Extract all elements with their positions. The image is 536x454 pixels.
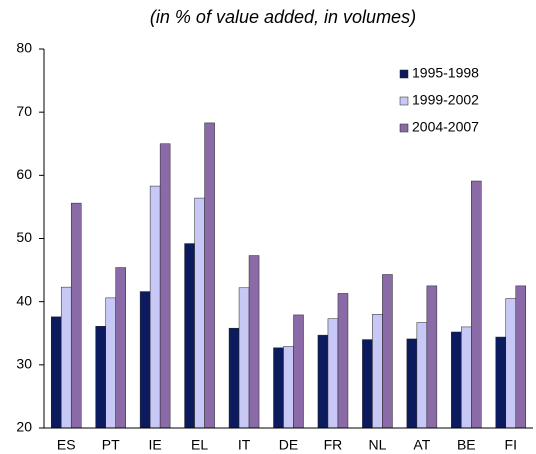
y-tick-label: 40 [16,292,32,308]
bar [505,298,517,429]
y-tick-label: 70 [16,103,32,119]
x-tick-label: NL [368,437,386,453]
bar [50,316,62,429]
x-tick-label: EL [191,437,208,453]
bar [139,291,151,429]
bar [248,255,260,429]
chart-title: (in % of value added, in volumes) [150,7,416,27]
bar [461,326,472,429]
bar [194,197,205,429]
bar [273,347,284,429]
bar [149,185,161,429]
legend-label: 1999-2002 [412,92,479,108]
bar [362,339,373,429]
bar [204,122,215,429]
x-tick-label: PT [102,437,120,453]
y-tick-label: 80 [16,40,32,56]
bar [105,297,116,429]
legend-label: 2004-2007 [412,119,479,135]
bar [70,202,82,429]
legend-swatch [399,69,409,79]
bar [495,336,507,429]
y-tick-label: 30 [16,356,32,372]
x-tick-label: ES [57,437,76,453]
y-tick-label: 50 [16,229,32,245]
legend-swatch [399,123,409,133]
x-tick-label: IE [149,437,162,453]
bar [416,322,428,429]
bar [95,326,106,429]
bar [382,274,393,429]
bar [238,287,250,429]
bar [451,331,462,429]
bar [283,346,294,429]
bar [515,285,527,429]
bar [327,318,339,429]
x-tick-label: IT [238,437,251,453]
x-tick-label: FI [505,437,517,453]
bar [228,327,240,429]
y-tick-label: 60 [16,166,32,182]
bar [293,314,304,429]
bar [159,143,171,429]
legend-label: 1995-1998 [412,65,479,81]
bar [317,334,329,429]
x-tick-label: DE [279,437,298,453]
x-tick-label: BE [457,437,476,453]
bar [406,338,418,429]
bar [426,285,438,429]
bar [372,314,383,429]
bar [184,243,195,429]
legend-swatch [399,96,409,106]
bar [337,293,349,429]
bar [115,267,126,429]
y-tick-label: 20 [16,419,32,435]
bar [471,180,482,429]
bar [60,286,72,429]
x-tick-label: AT [413,437,430,453]
x-tick-label: FR [324,437,343,453]
